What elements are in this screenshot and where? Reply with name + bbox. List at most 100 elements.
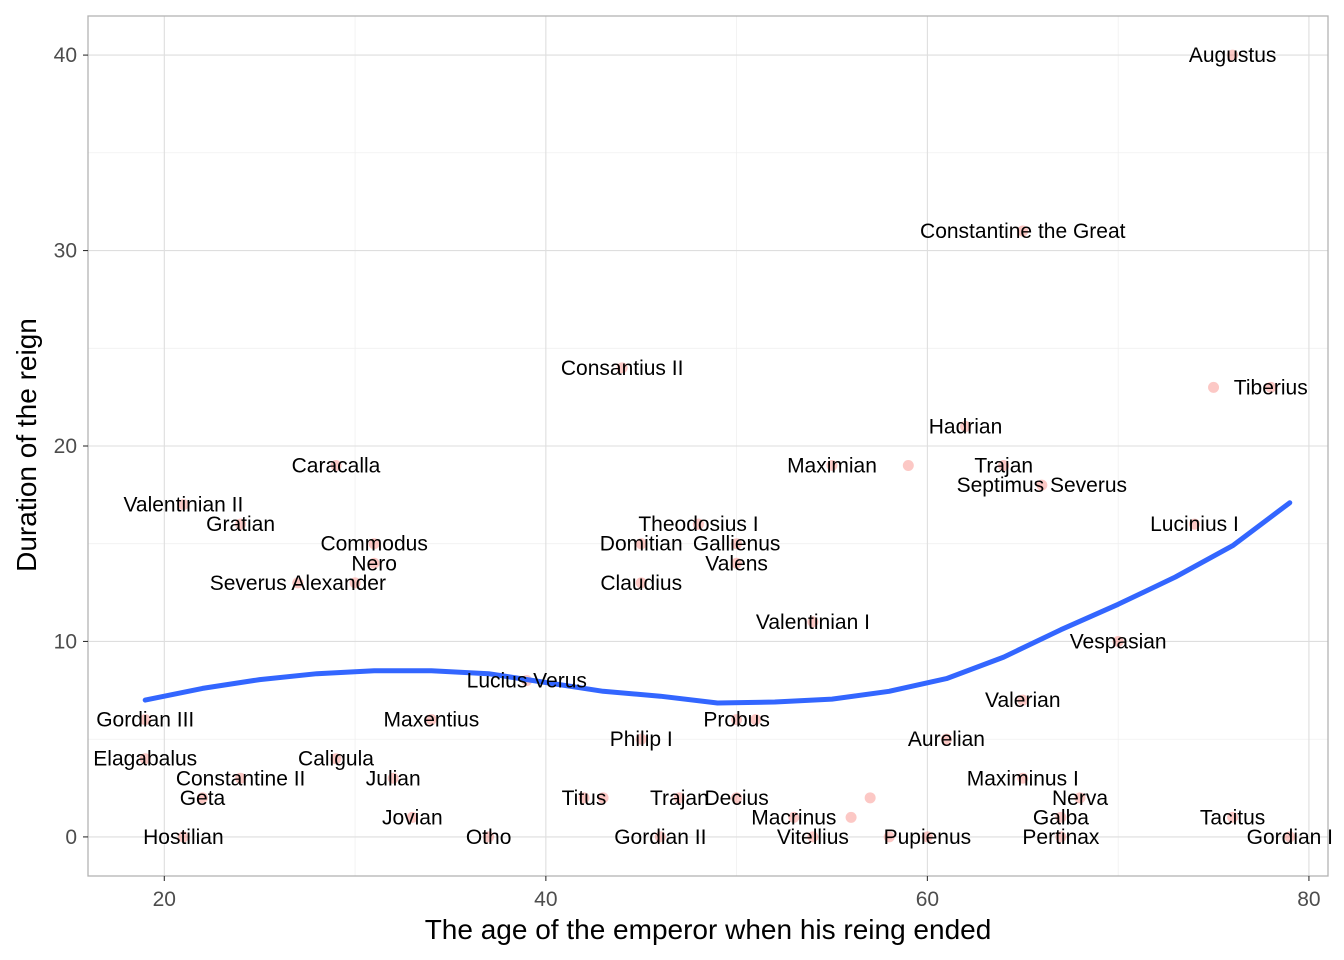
x-axis-title: The age of the emperor when his reing en…: [425, 914, 992, 945]
point-label: Gordian III: [96, 709, 194, 732]
data-point: [578, 792, 590, 804]
data-point: [807, 831, 819, 843]
data-point: [597, 792, 609, 804]
data-point: [635, 538, 647, 550]
point-label: Macrinus: [751, 806, 836, 829]
data-point: [635, 577, 647, 589]
point-label: Caligula: [298, 748, 374, 771]
data-point: [864, 792, 876, 804]
data-point: [196, 792, 208, 804]
major-gridlines: [88, 16, 1328, 876]
point-label: Julian: [366, 767, 421, 790]
y-tick-label: 40: [54, 44, 77, 67]
point-label: Caracalla: [292, 455, 381, 478]
x-tick-label: 60: [916, 888, 939, 911]
data-point: [235, 772, 247, 784]
data-point: [1055, 811, 1067, 823]
data-point: [731, 714, 743, 726]
data-point: [330, 460, 342, 472]
point-label: Domitian: [600, 533, 683, 556]
data-point: [1112, 635, 1124, 647]
point-label: Constantine the Great: [920, 220, 1126, 243]
data-point: [654, 831, 666, 843]
point-label: Hadrian: [929, 415, 1003, 438]
point-label: Augustus: [1189, 44, 1277, 67]
point-label: Severus Alexander: [210, 572, 386, 595]
data-point: [1017, 694, 1029, 706]
data-point: [1284, 831, 1296, 843]
point-label: Pertinax: [1022, 826, 1100, 849]
point-label: Geta: [180, 787, 226, 810]
point-label: Lucinius I: [1150, 513, 1239, 536]
point-label: Probus: [703, 709, 770, 732]
data-point: [616, 362, 628, 374]
point-label: Nerva: [1052, 787, 1108, 810]
point-label: Gordian I: [1247, 826, 1333, 849]
data-point: [731, 557, 743, 569]
data-point: [807, 616, 819, 628]
point-label: Vitellius: [777, 826, 849, 849]
data-point: [692, 518, 704, 530]
point-label: Jovian: [382, 806, 443, 829]
data-point: [826, 460, 838, 472]
data-point: [139, 753, 151, 765]
data-point: [387, 772, 399, 784]
point-label: Maximian: [787, 455, 877, 478]
point-label: Maximinus I: [967, 767, 1079, 790]
point-label: Galba: [1033, 806, 1089, 829]
data-point: [425, 714, 437, 726]
point-label: Maxentius: [384, 709, 480, 732]
point-label: Trajan: [974, 455, 1033, 478]
data-point: [1036, 479, 1048, 491]
point-label: Valens: [705, 552, 768, 575]
data-point: [635, 733, 647, 745]
x-tick-label: 80: [1297, 888, 1320, 911]
data-point: [1017, 225, 1029, 237]
minor-gridlines: [88, 16, 1328, 876]
point-label: Aurelian: [908, 728, 985, 751]
smooth-trend-line: [142, 500, 1293, 706]
data-point: [731, 538, 743, 550]
data-point: [235, 518, 247, 530]
point-label: Philip I: [610, 728, 673, 751]
data-point: [406, 811, 418, 823]
data-point: [1208, 381, 1220, 393]
x-axis-ticks: 20 40 60 80: [153, 876, 1321, 911]
data-point: [998, 460, 1010, 472]
data-point: [883, 831, 895, 843]
data-point: [483, 831, 495, 843]
data-point: [940, 733, 952, 745]
data-point: [139, 714, 151, 726]
y-tick-label: 0: [65, 826, 77, 849]
point-labels: Augustus Constantine the Great Consantius …: [93, 44, 1333, 849]
data-point: [177, 831, 189, 843]
data-point: [788, 811, 800, 823]
point-label: Decius: [705, 787, 769, 810]
data-point: [845, 811, 857, 823]
point-label: Tiberius: [1234, 376, 1308, 399]
y-tick-label: 20: [54, 435, 77, 458]
point-label: Gordian II: [614, 826, 706, 849]
point-label: Theodosius I: [638, 513, 758, 536]
point-label: Constantine II: [176, 767, 306, 790]
point-label: Septimus Severus: [957, 474, 1127, 497]
data-point: [1265, 381, 1277, 393]
point-label: Hostilian: [143, 826, 224, 849]
data-point: [731, 792, 743, 804]
data-point: [330, 753, 342, 765]
data-point: [1227, 811, 1239, 823]
x-tick-label: 20: [153, 888, 176, 911]
data-point: [1188, 518, 1200, 530]
y-axis-title: Duration of the reign: [11, 318, 42, 572]
point-label: Pupienus: [884, 826, 972, 849]
point-label: Elagabalus: [93, 748, 197, 771]
data-point: [750, 714, 762, 726]
y-tick-label: 10: [54, 630, 77, 653]
point-label: Gratian: [206, 513, 275, 536]
data-point: [368, 538, 380, 550]
point-label: Lucius Verus: [467, 670, 587, 693]
data-points: [139, 49, 1296, 843]
point-label: Valentinian II: [123, 494, 243, 517]
data-point: [1227, 49, 1239, 61]
